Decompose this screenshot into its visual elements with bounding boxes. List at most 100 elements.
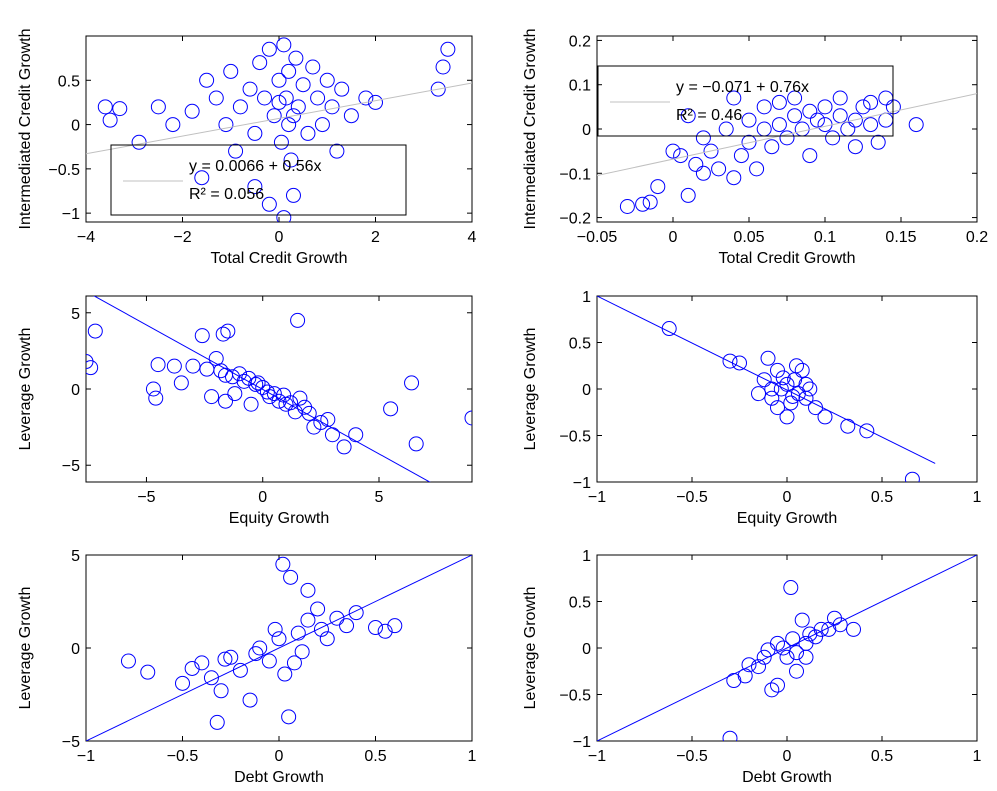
fit-line xyxy=(93,296,431,482)
point xyxy=(802,148,818,164)
point xyxy=(313,415,329,431)
point xyxy=(789,358,804,374)
point xyxy=(336,439,352,455)
point xyxy=(261,653,277,669)
fit-line xyxy=(86,82,472,155)
point xyxy=(695,130,711,146)
point xyxy=(756,372,772,388)
point xyxy=(271,94,287,110)
point xyxy=(695,165,711,181)
y-tick-label: 0.2 xyxy=(569,33,591,50)
point xyxy=(228,143,244,159)
subplot: −1 −0.5 0 0.5 1 −1 −0.5 0 0.5 1 Equity Growth Lever… xyxy=(522,289,982,527)
point xyxy=(665,143,681,159)
point xyxy=(266,108,282,124)
y-tick-label: −0.5 xyxy=(48,162,80,179)
y-axis-label: Intermediated Credit Growth xyxy=(17,29,34,230)
x-axis-label: Equity Growth xyxy=(737,510,837,527)
y-tick-label: 5 xyxy=(71,306,80,323)
point xyxy=(215,326,231,342)
point xyxy=(175,675,190,691)
x-tick-label: 0.1 xyxy=(814,229,836,246)
point xyxy=(300,582,316,598)
y-tick-label: 0 xyxy=(582,382,591,399)
point xyxy=(218,117,234,133)
point xyxy=(383,401,399,417)
point xyxy=(787,90,803,106)
point xyxy=(764,390,780,406)
point xyxy=(320,411,336,427)
plot-area xyxy=(597,90,977,214)
point xyxy=(301,405,317,421)
x-tick-label: 1 xyxy=(468,748,477,765)
point xyxy=(368,620,383,636)
point xyxy=(764,139,780,155)
point xyxy=(285,187,301,203)
point xyxy=(680,108,696,124)
x-axis-label: Equity Growth xyxy=(229,510,329,527)
y-tick-label: 0 xyxy=(71,118,80,135)
x-tick-label: −1 xyxy=(588,489,606,506)
point xyxy=(779,409,795,425)
point xyxy=(642,194,658,210)
point xyxy=(213,363,229,379)
y-tick-label: −0.1 xyxy=(559,166,591,183)
plot-area xyxy=(86,555,472,741)
point xyxy=(242,692,258,708)
point xyxy=(310,601,326,617)
point xyxy=(771,117,787,133)
point xyxy=(343,108,359,124)
point xyxy=(166,358,182,374)
point xyxy=(223,63,239,79)
x-tick-label: 0 xyxy=(783,748,792,765)
point xyxy=(775,370,791,386)
x-tick-label: 0 xyxy=(783,489,792,506)
x-axis-label: Total Credit Growth xyxy=(719,250,856,267)
y-axis-label: Leverage Growth xyxy=(17,328,34,451)
x-tick-label: −1 xyxy=(588,748,606,765)
point xyxy=(285,108,301,124)
point xyxy=(863,117,879,133)
point xyxy=(199,72,215,88)
point xyxy=(194,328,210,344)
y-tick-label: −0.5 xyxy=(559,429,591,446)
point xyxy=(794,612,810,628)
point xyxy=(348,427,364,443)
x-tick-label: −0.5 xyxy=(676,489,708,506)
subplot: −4 −2 0 2 4 −1 −0.5 0 0.5 Total Credit Growth Inte… xyxy=(17,29,477,267)
point xyxy=(832,90,848,106)
axes-box xyxy=(596,35,978,223)
point xyxy=(741,112,757,128)
point xyxy=(680,187,696,203)
x-tick-label: −2 xyxy=(173,229,191,246)
point xyxy=(430,81,446,97)
point xyxy=(213,683,229,699)
point xyxy=(148,390,164,406)
point xyxy=(252,55,268,71)
legend-box xyxy=(110,144,407,216)
point xyxy=(204,389,220,405)
point xyxy=(227,386,243,402)
x-tick-label: 1 xyxy=(973,489,982,506)
point xyxy=(847,112,863,128)
point xyxy=(261,41,277,57)
point xyxy=(281,117,297,133)
point xyxy=(817,99,833,115)
point xyxy=(273,134,289,150)
point xyxy=(809,112,825,128)
point xyxy=(440,41,456,57)
point xyxy=(217,651,233,667)
point xyxy=(808,629,823,645)
point xyxy=(243,396,259,412)
point xyxy=(97,99,113,115)
subplot: −1 −0.5 0 0.5 1 −5 0 5 Debt Growth Leverage Growt… xyxy=(17,548,477,786)
point xyxy=(771,94,787,110)
x-tick-label: 0.5 xyxy=(871,489,893,506)
point xyxy=(908,117,924,133)
point xyxy=(252,640,268,656)
x-tick-label: 2 xyxy=(371,229,380,246)
point xyxy=(290,625,306,641)
y-tick-label: 0 xyxy=(71,382,80,399)
x-tick-label: 0 xyxy=(275,748,284,765)
point xyxy=(741,134,757,150)
